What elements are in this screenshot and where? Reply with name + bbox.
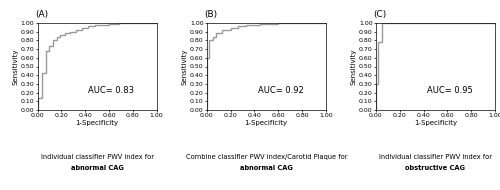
Text: abnormal CAG: abnormal CAG: [70, 165, 124, 171]
X-axis label: 1-Specificity: 1-Specificity: [414, 120, 457, 127]
Text: (B): (B): [204, 10, 218, 19]
Text: Individual classifier PWV index for: Individual classifier PWV index for: [379, 154, 492, 160]
Text: abnormal CAG: abnormal CAG: [240, 165, 292, 171]
X-axis label: 1-Specificity: 1-Specificity: [244, 120, 288, 127]
Text: obstructive CAG: obstructive CAG: [406, 165, 466, 171]
Text: Individual classifier PWV index for: Individual classifier PWV index for: [40, 154, 154, 160]
Text: AUC= 0.83: AUC= 0.83: [88, 86, 134, 95]
Y-axis label: Sensitivity: Sensitivity: [12, 48, 18, 85]
Y-axis label: Sensitivity: Sensitivity: [351, 48, 357, 85]
Text: (C): (C): [374, 10, 386, 19]
Text: (A): (A): [35, 10, 48, 19]
X-axis label: 1-Specificity: 1-Specificity: [76, 120, 118, 127]
Text: Combine classifier PWV index/Carotid Plaque for: Combine classifier PWV index/Carotid Pla…: [186, 154, 347, 160]
Text: AUC= 0.92: AUC= 0.92: [258, 86, 304, 95]
Y-axis label: Sensitivity: Sensitivity: [182, 48, 188, 85]
Text: AUC= 0.95: AUC= 0.95: [427, 86, 472, 95]
